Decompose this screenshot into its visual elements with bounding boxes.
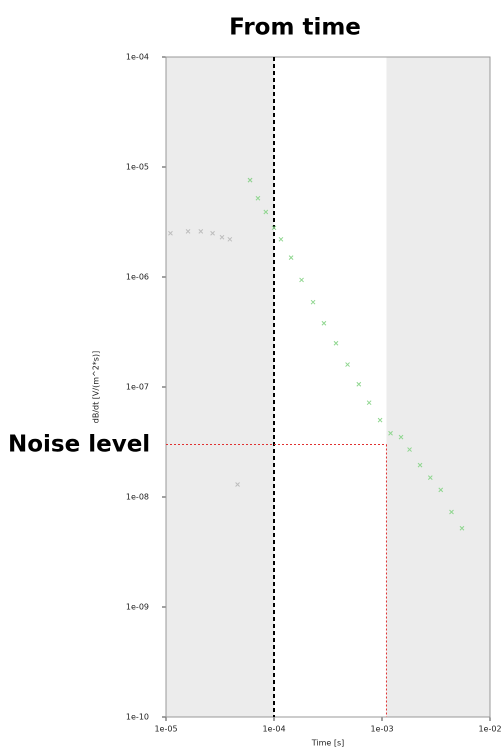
series-marker [310, 299, 316, 305]
y-tick-label: 1e-10 [126, 713, 149, 722]
series-marker [388, 430, 393, 436]
series-marker [235, 482, 240, 487]
series-marker [227, 236, 233, 242]
y-tick-label: 1e-04 [126, 53, 149, 62]
noise-level-annotation: Noise level [8, 432, 150, 458]
series-marker [278, 236, 284, 242]
y-tick-label: 1e-09 [126, 603, 149, 612]
series-marker [255, 195, 261, 201]
y-tick-label: 1e-05 [126, 163, 149, 172]
series-marker [366, 400, 372, 406]
series-marker [438, 487, 444, 493]
series-marker [377, 417, 383, 423]
series-marker [398, 434, 404, 440]
series-marker [417, 462, 423, 468]
shaded-region [166, 57, 274, 717]
x-axis-label: Time [s] [311, 739, 345, 748]
series-marker [333, 340, 339, 346]
series-marker [247, 177, 253, 183]
shaded-region [386, 57, 490, 717]
from-time-annotation: From time [229, 15, 361, 41]
series-marker [210, 230, 215, 236]
series-marker [219, 234, 225, 240]
y-axis-label: dB/dt [V/(m^2*s)] [92, 351, 101, 423]
series-marker [168, 230, 173, 236]
y-tick-label: 1e-08 [126, 493, 149, 502]
x-tick-label: 1e-04 [262, 725, 285, 734]
y-tick-label: 1e-07 [126, 383, 149, 392]
series-marker [449, 509, 454, 515]
y-tick-label: 1e-06 [126, 273, 149, 282]
series-marker [271, 225, 277, 231]
series-marker [407, 447, 412, 452]
x-tick-label: 1e-03 [370, 725, 393, 734]
series-marker [321, 320, 327, 326]
series-marker [263, 209, 269, 215]
series-marker [185, 228, 191, 234]
series-marker [198, 228, 204, 234]
series-marker [288, 255, 294, 260]
series-marker [427, 475, 433, 480]
series-marker [345, 362, 350, 367]
series-marker [299, 277, 304, 283]
series-marker [459, 525, 465, 531]
x-tick-label: 1e-02 [478, 725, 501, 734]
x-tick-label: 1e-05 [154, 725, 177, 734]
plot-frame [165, 56, 491, 718]
series-marker [356, 381, 362, 387]
